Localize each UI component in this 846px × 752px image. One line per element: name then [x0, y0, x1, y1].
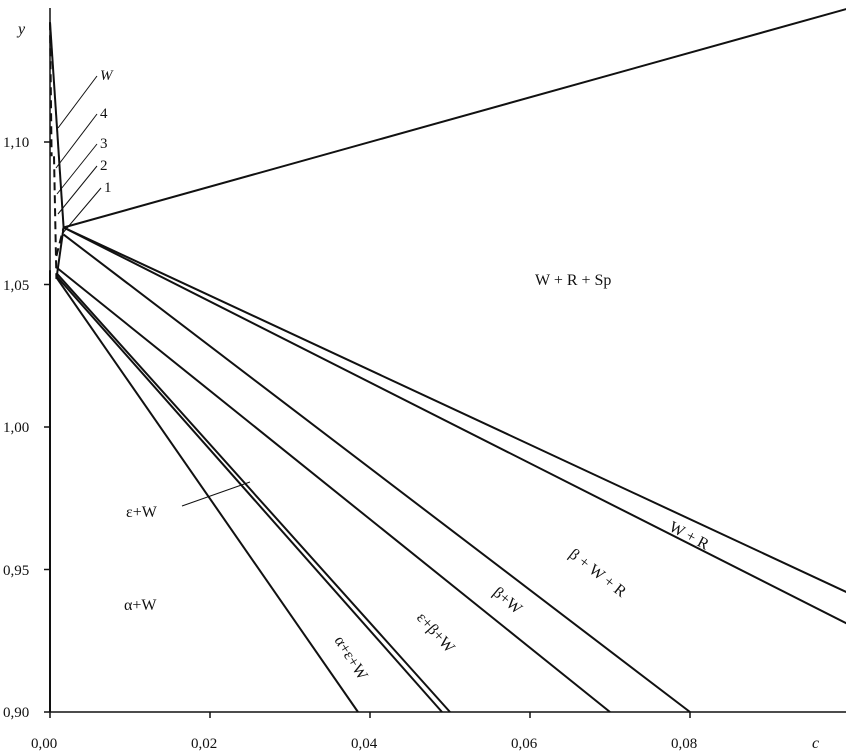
x-tick-label-2: 0,04 — [351, 736, 378, 752]
region-w-r: W + R — [666, 519, 712, 554]
y-tick-label-1: 0,95 — [3, 563, 29, 579]
boundary-line-0 — [49, 22, 65, 228]
dashed-boundaries — [49, 22, 65, 279]
callout-1-leader — [61, 187, 102, 235]
callout-2: 2 — [100, 158, 108, 174]
boundary-line-5 — [62, 233, 691, 713]
x-tick-label-0: 0,00 — [31, 736, 57, 752]
region-beta-w-r: β + W + R — [566, 546, 630, 601]
x-tick-marks — [49, 712, 691, 718]
callout-3: 3 — [100, 136, 108, 152]
region-alpha-w: α+W — [124, 597, 157, 614]
region-alpha-eps-w: α+ε+W — [331, 633, 371, 684]
x-tick-label-4: 0,08 — [671, 736, 697, 752]
region-beta-w: β+W — [489, 584, 525, 618]
eps-w-leader — [181, 481, 251, 507]
region-w-r-sp: W + R + Sp — [535, 272, 611, 289]
callout-1: 1 — [104, 180, 112, 196]
y-axis-name: y — [16, 21, 26, 38]
x-tick-label-3: 0,06 — [511, 736, 538, 752]
boundary-line-7 — [55, 272, 451, 713]
region-eps-beta-w: ε+β+W — [413, 609, 458, 657]
region-eps-w: ε+W — [126, 504, 158, 521]
callout-w: W — [100, 68, 114, 84]
boundary-line-6 — [55, 266, 611, 713]
boundary-line-3 — [63, 226, 846, 625]
y-tick-label-4: 1,10 — [3, 135, 29, 151]
y-tick-label-3: 1,05 — [3, 278, 29, 294]
boundary-line-1 — [63, 8, 846, 229]
callout-w-leader — [57, 75, 98, 129]
callout-4-leader — [55, 113, 98, 169]
dashed-line-1 — [53, 156, 58, 279]
boundary-line-9 — [55, 276, 359, 713]
dashed-line-0 — [49, 22, 53, 157]
callout-2-leader — [57, 165, 98, 215]
x-axis-name: c — [812, 735, 819, 752]
boundary-line-2 — [63, 226, 846, 593]
y-tick-label-2: 1,00 — [3, 420, 29, 436]
callout-4: 4 — [100, 106, 108, 122]
y-tick-marks — [44, 141, 50, 713]
x-tick-label-1: 0,02 — [191, 736, 217, 752]
dashed-line-2 — [55, 227, 65, 257]
callout-3-leader — [56, 143, 98, 195]
y-tick-label-0: 0,90 — [3, 705, 29, 721]
phase-boundaries — [49, 8, 846, 713]
boundary-line-8 — [55, 275, 443, 713]
